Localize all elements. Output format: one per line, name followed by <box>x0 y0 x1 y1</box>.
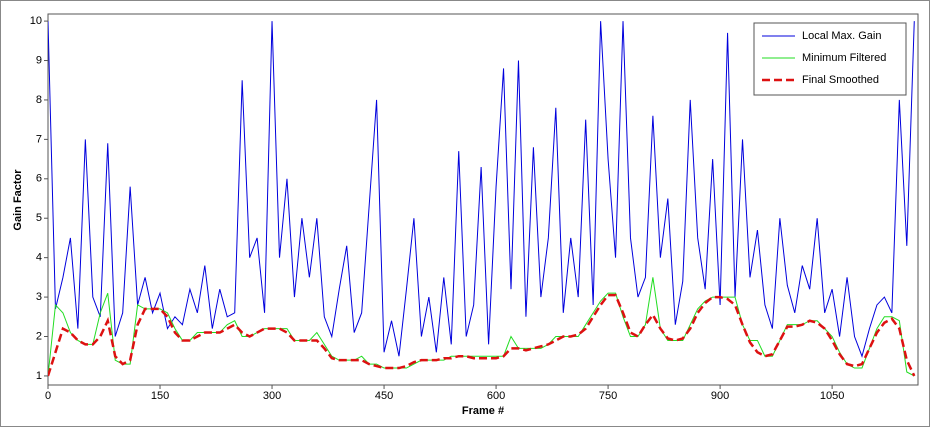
y-tick-label: 5 <box>36 212 42 224</box>
series-line <box>48 21 915 358</box>
x-tick-label: 0 <box>45 390 51 402</box>
x-tick-label: 450 <box>375 390 393 402</box>
series-line <box>48 293 916 377</box>
legend-label: Minimum Filtered <box>802 52 886 64</box>
y-tick-label: 2 <box>36 330 42 342</box>
y-tick-label: 8 <box>36 94 42 106</box>
x-tick-label: 600 <box>487 390 505 402</box>
x-tick-label: 300 <box>263 390 281 402</box>
y-tick-label: 9 <box>36 54 42 66</box>
legend-label: Final Smoothed <box>802 74 879 86</box>
x-tick-label: 150 <box>151 390 169 402</box>
series-line <box>48 277 915 377</box>
x-tick-label: 900 <box>711 390 729 402</box>
x-tick-label: 1050 <box>820 390 844 402</box>
x-tick-label: 750 <box>599 390 617 402</box>
y-axis-label: Gain Factor <box>12 169 24 231</box>
y-tick-label: 6 <box>36 173 42 185</box>
legend-box <box>753 22 907 96</box>
y-tick-label: 7 <box>36 133 42 145</box>
legend-label: Local Max. Gain <box>802 30 881 42</box>
x-axis-label: Frame # <box>462 405 504 417</box>
y-tick-label: 10 <box>30 15 42 27</box>
y-tick-label: 1 <box>36 370 42 382</box>
y-tick-label: 3 <box>36 291 42 303</box>
plot <box>48 21 916 377</box>
y-tick-label: 4 <box>36 252 42 264</box>
